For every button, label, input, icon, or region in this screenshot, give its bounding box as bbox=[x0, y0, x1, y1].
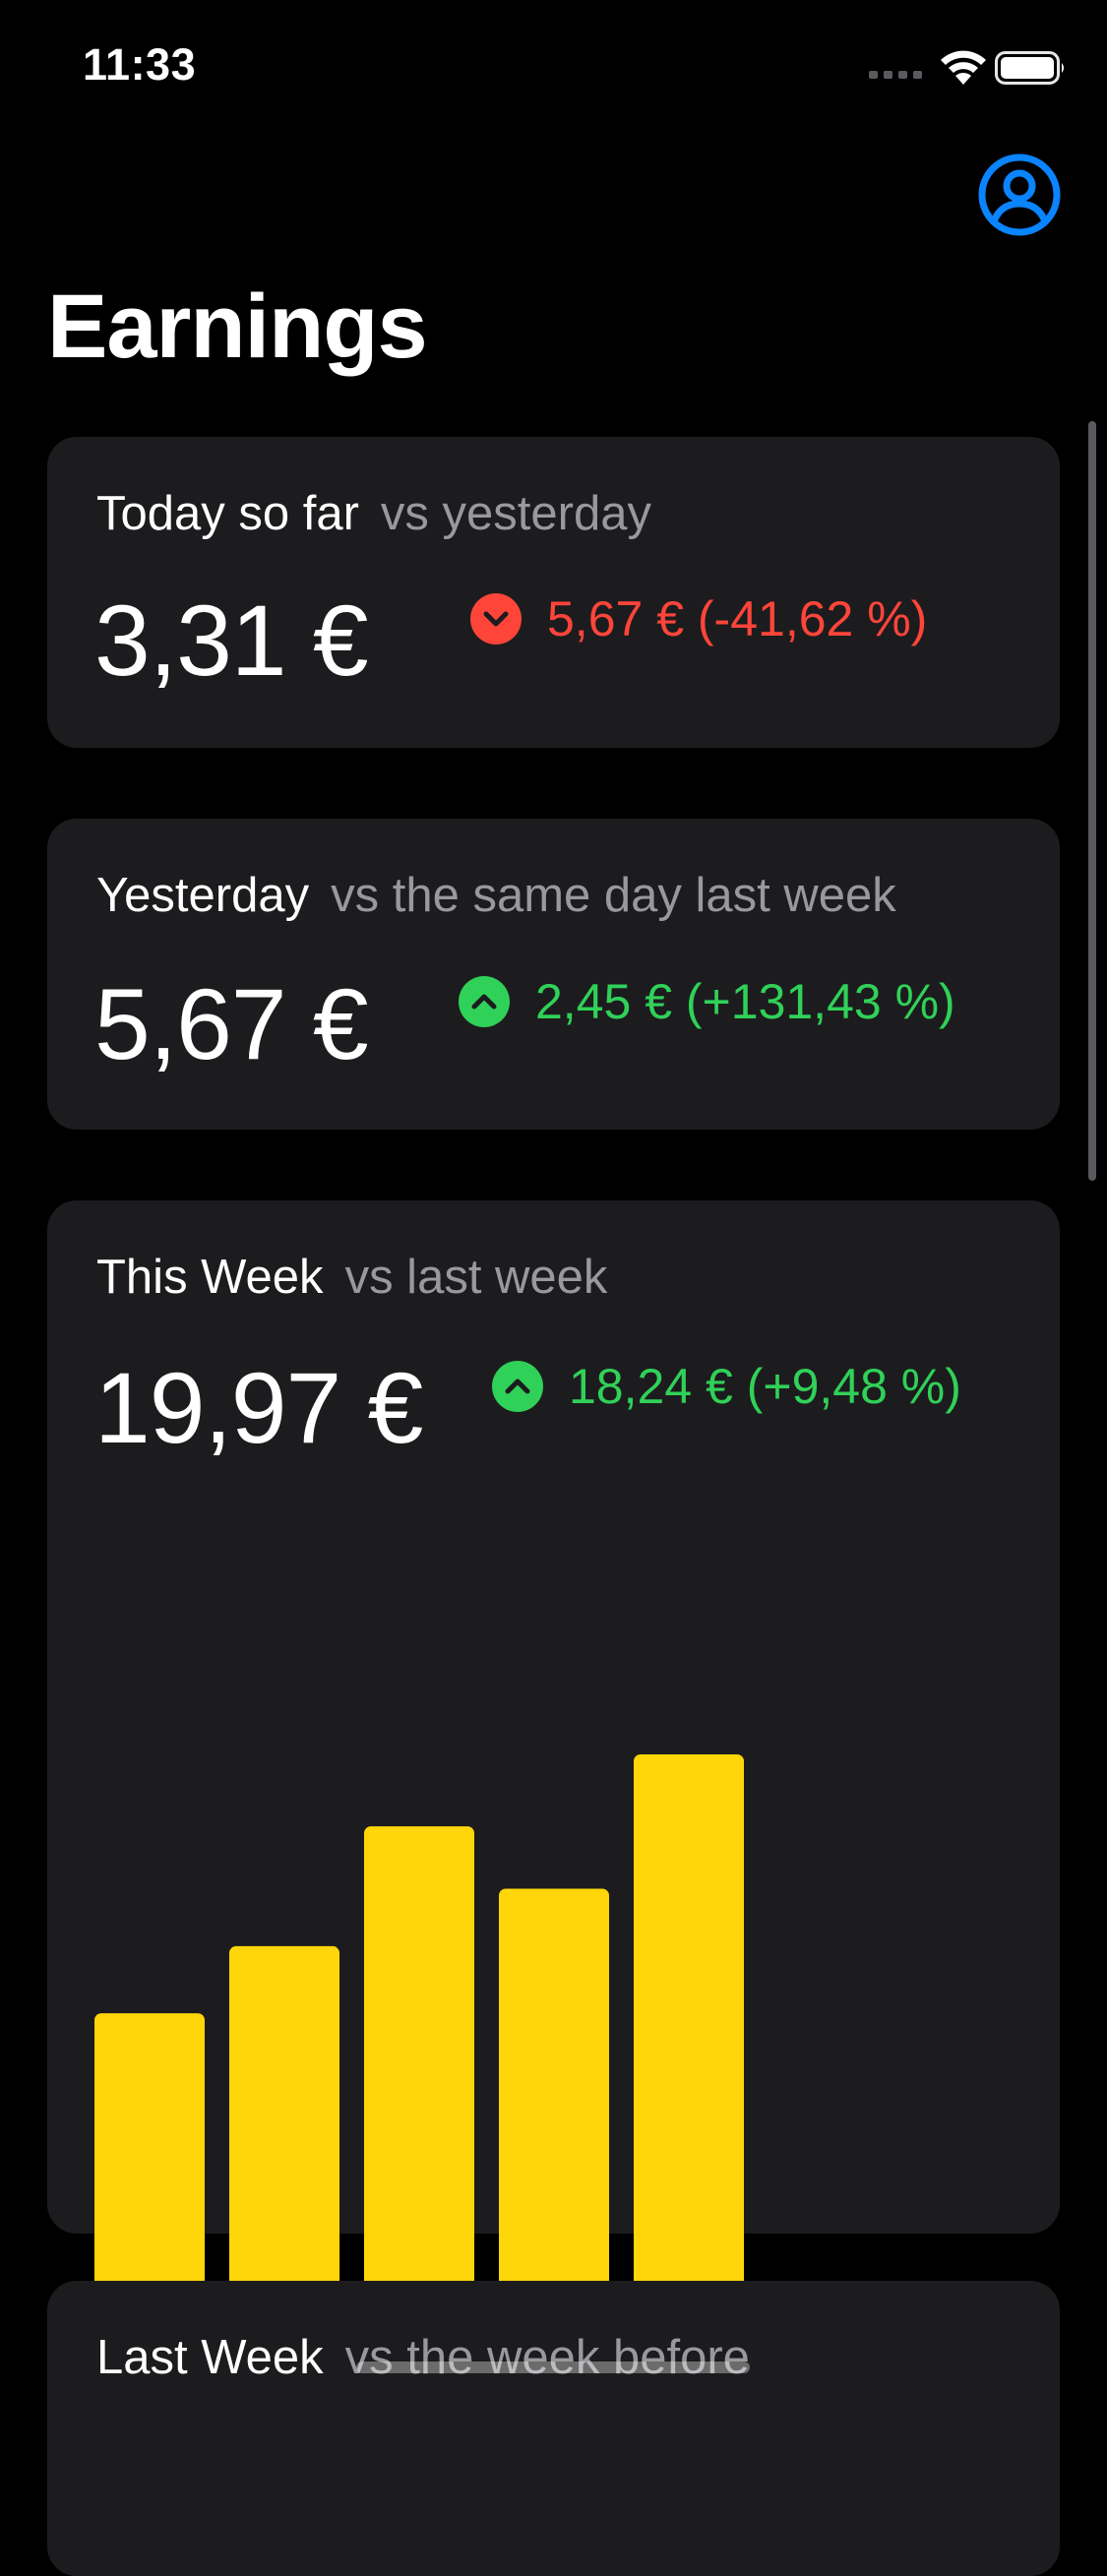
card-label: Last Week bbox=[96, 2331, 324, 2384]
home-indicator[interactable] bbox=[356, 2361, 750, 2373]
chart-bar[interactable] bbox=[229, 1945, 339, 2320]
card-header: Last Week vs the week before bbox=[96, 2330, 750, 2385]
card-today[interactable]: Today so far vs yesterday 3,31 € 5,67 € (… bbox=[47, 437, 1060, 748]
scroll-indicator[interactable] bbox=[1088, 421, 1096, 1181]
status-bar: 11:33 bbox=[0, 0, 1107, 138]
chevron-up-circle-icon bbox=[459, 976, 510, 1027]
card-last-week[interactable]: Last Week vs the week before bbox=[47, 2281, 1060, 2576]
chart-bar[interactable] bbox=[94, 2013, 205, 2320]
person-circle-icon bbox=[978, 153, 1061, 236]
chart-bar[interactable] bbox=[499, 1888, 609, 2320]
profile-button[interactable] bbox=[977, 153, 1062, 237]
card-amount: 5,67 € bbox=[94, 968, 369, 1080]
delta-text: 5,67 € (-41,62 %) bbox=[547, 591, 928, 646]
card-header: Today so far vs yesterday bbox=[96, 486, 651, 541]
card-comparison: vs the same day last week bbox=[331, 869, 896, 922]
wifi-icon bbox=[941, 50, 986, 85]
card-header: This Week vs last week bbox=[96, 1250, 607, 1305]
card-this-week[interactable]: This Week vs last week 19,97 € 18,24 € (+… bbox=[47, 1200, 1060, 2320]
chevron-up-circle-icon bbox=[492, 1361, 543, 1412]
card-amount: 19,97 € bbox=[94, 1352, 423, 1464]
delta-indicator: 5,67 € (-41,62 %) bbox=[470, 593, 927, 644]
delta-text: 2,45 € (+131,43 %) bbox=[535, 974, 955, 1029]
card-comparison: vs the week before bbox=[344, 2331, 750, 2384]
card-header: Yesterday vs the same day last week bbox=[96, 868, 896, 923]
delta-indicator: 18,24 € (+9,48 %) bbox=[492, 1361, 961, 1412]
card-comparison: vs yesterday bbox=[380, 487, 651, 540]
delta-indicator: 2,45 € (+131,43 %) bbox=[459, 976, 955, 1027]
card-label: Yesterday bbox=[96, 869, 310, 922]
status-time: 11:33 bbox=[83, 39, 197, 90]
card-amount: 3,31 € bbox=[94, 584, 369, 697]
card-comparison: vs last week bbox=[344, 1251, 608, 1304]
weekly-earnings-chart bbox=[94, 1754, 744, 2320]
chevron-down-circle-icon bbox=[470, 593, 522, 644]
card-label: Today so far bbox=[96, 487, 359, 540]
card-yesterday[interactable]: Yesterday vs the same day last week 5,67 … bbox=[47, 819, 1060, 1130]
page-title: Earnings bbox=[47, 276, 428, 377]
delta-text: 18,24 € (+9,48 %) bbox=[569, 1359, 961, 1414]
battery-icon bbox=[995, 51, 1064, 85]
card-label: This Week bbox=[96, 1251, 324, 1304]
chart-bar[interactable] bbox=[634, 1754, 744, 2320]
chart-bar[interactable] bbox=[364, 1826, 474, 2320]
signal-icon bbox=[869, 71, 922, 79]
